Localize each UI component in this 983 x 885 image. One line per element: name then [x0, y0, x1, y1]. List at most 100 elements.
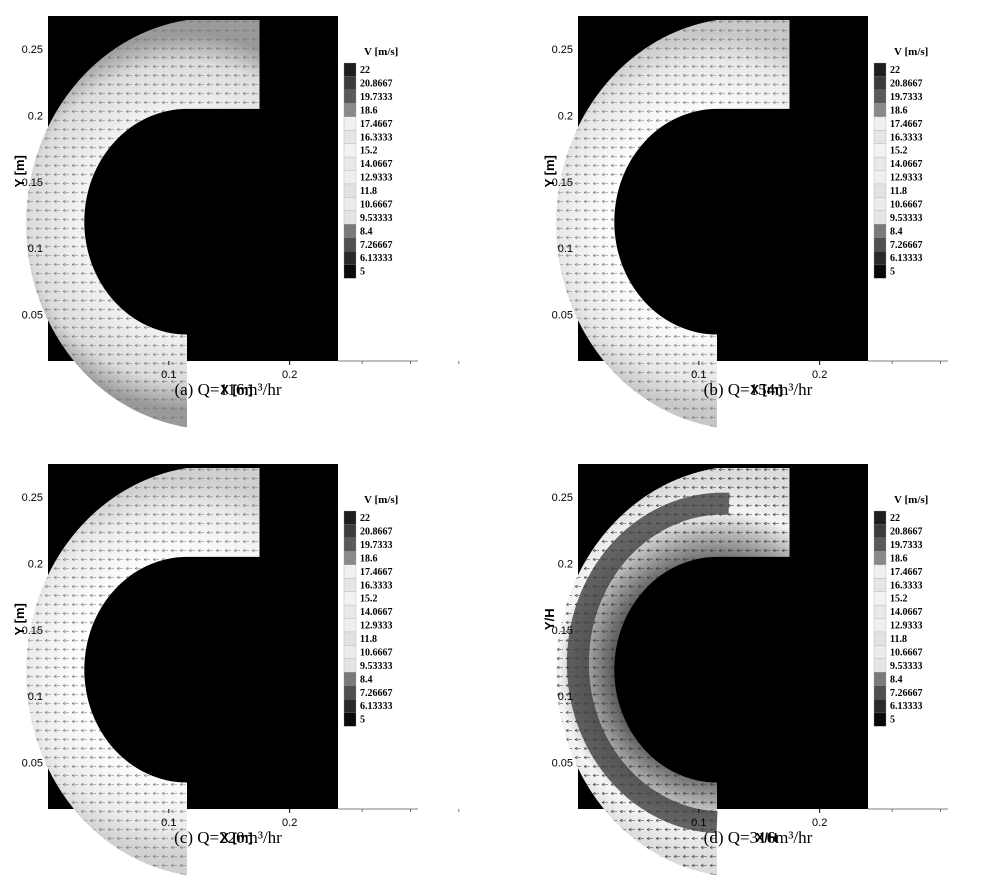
caption-b: (b) Q=154m³/hr	[703, 380, 813, 399]
colorbar-swatch	[873, 156, 887, 171]
colorbar-level-label: 5	[890, 715, 895, 726]
colorbar-title: V [m/s]	[894, 494, 928, 506]
colorbar-swatch	[343, 564, 357, 579]
colorbar-level-label: 14.0667	[360, 607, 393, 618]
y-tick-label: 0.1	[28, 243, 43, 255]
colorbar-level-label: 14.0667	[890, 607, 923, 618]
colorbar-level-label: 9.53333	[890, 661, 923, 672]
colorbar-swatch	[873, 197, 887, 212]
colorbar-level-label: 6.13333	[890, 701, 923, 712]
colorbar-level-label: 17.4667	[360, 567, 393, 578]
colorbar-level-label: 11.8	[360, 186, 377, 197]
colorbar-level-label: 12.9333	[360, 173, 393, 184]
colorbar-swatch	[873, 604, 887, 619]
colorbar-level-label: 22	[360, 65, 370, 76]
y-tick-label: 0.25	[552, 492, 573, 504]
colorbar-level-label: 16.3333	[890, 580, 923, 591]
colorbar-level-label: 11.8	[890, 634, 907, 645]
colorbar-swatch	[873, 224, 887, 239]
colorbar-level-label: 20.8667	[890, 527, 923, 538]
caption-c: (c) Q=220m³/hr	[174, 828, 282, 847]
y-tick-label: 0.15	[22, 625, 43, 637]
colorbar-level-label: 12.9333	[890, 173, 923, 184]
colorbar-swatch	[873, 103, 887, 118]
colorbar-title: V [m/s]	[894, 46, 928, 58]
y-tick-label: 0.1	[558, 691, 573, 703]
x-tick-label: 0.2	[282, 369, 297, 381]
panel-a-plot: 0.1 0.2 0.05 0.1 0.15 0.2 0.25 X [m] Y [m] V [m/s…	[12, 16, 460, 428]
panel-b-plot: 0.1 0.2 0.05 0.1 0.15 0.2 0.25 X [m] Y [m] V [m/s…	[542, 16, 948, 428]
colorbar-level-label: 7.26667	[890, 688, 923, 699]
colorbar-level-label: 16.3333	[360, 132, 393, 143]
y-axis-title: Y/H	[542, 608, 557, 630]
colorbar-level-label: 20.8667	[360, 527, 393, 538]
colorbar-swatch	[343, 237, 357, 252]
y-tick-label: 0.15	[552, 177, 573, 189]
colorbar-swatch	[343, 510, 357, 525]
colorbar-swatch	[343, 698, 357, 714]
colorbar-swatch	[343, 130, 357, 145]
x-tick-label: 0.2	[812, 817, 827, 829]
colorbar-level-label: 18.6	[890, 553, 908, 564]
colorbar-level-label: 15.2	[360, 146, 378, 157]
y-tick-label: 0.2	[28, 559, 43, 571]
low-velocity-region	[566, 492, 730, 834]
y-tick-label: 0.1	[28, 691, 43, 703]
colorbar-swatch	[343, 631, 357, 646]
colorbar-swatch	[343, 537, 357, 552]
colorbar-title: V [m/s]	[364, 494, 398, 506]
colorbar-swatch	[343, 156, 357, 171]
velocity-vectors	[26, 468, 260, 876]
x-tick-label: 0.2	[812, 369, 827, 381]
colorbar-swatch	[343, 645, 357, 660]
colorbar-swatch	[873, 130, 887, 145]
y-tick-label: 0.15	[22, 177, 43, 189]
colorbar-level-label: 7.26667	[890, 240, 923, 251]
colorbar-swatch	[343, 264, 357, 279]
colorbar-swatch	[873, 631, 887, 646]
colorbar-level-label: 12.9333	[890, 621, 923, 632]
colorbar-level-label: 20.8667	[890, 79, 923, 90]
colorbar-swatch	[873, 510, 887, 525]
y-tick-label: 0.05	[552, 758, 573, 770]
colorbar-swatch	[343, 183, 357, 198]
colorbar-level-label: 5	[360, 267, 365, 278]
colorbar-swatch	[343, 143, 357, 158]
colorbar-level-label: 8.4	[360, 674, 373, 685]
colorbar-level-label: 12.9333	[360, 621, 393, 632]
panel-d-plot: 0.1 0.2 0.05 0.1 0.15 0.2 0.25 X/H Y/H V [m/s] 22 2…	[542, 464, 948, 876]
colorbar-level-label: 5	[360, 715, 365, 726]
x-tick-label: 0.1	[691, 817, 706, 829]
colorbar-swatch	[873, 170, 887, 185]
y-tick-label: 0.2	[28, 111, 43, 123]
x-tick-label: 0.2	[282, 817, 297, 829]
velocity-vectors	[556, 20, 790, 428]
colorbar-level-label: 16.3333	[890, 132, 923, 143]
colorbar-level-label: 14.0667	[360, 159, 393, 170]
colorbar-swatch	[343, 76, 357, 91]
y-tick-label: 0.25	[22, 44, 43, 56]
colorbar-swatch	[873, 578, 887, 593]
colorbar-level-label: 17.4667	[890, 567, 923, 578]
caption-d: (d) Q=316m³/hr	[703, 828, 813, 847]
colorbar-swatch	[873, 62, 887, 77]
y-axis-title: Y [m]	[542, 155, 557, 187]
colorbar-title: V [m/s]	[364, 46, 398, 58]
colorbar-swatch	[343, 89, 357, 104]
colorbar-swatch	[873, 645, 887, 660]
colorbar-level-label: 11.8	[360, 634, 377, 645]
colorbar-swatch	[873, 698, 887, 714]
panel-c: 0.1 0.2 0.05 0.1 0.15 0.2 0.25 X [m] Y [m] V [m/s…	[8, 456, 460, 876]
colorbar-swatch	[343, 116, 357, 131]
colorbar-swatch	[873, 183, 887, 198]
y-tick-label: 0.05	[22, 758, 43, 770]
colorbar-swatch	[343, 250, 357, 266]
y-tick-label: 0.05	[22, 310, 43, 322]
colorbar-level-label: 17.4667	[890, 119, 923, 130]
colorbar-swatch	[343, 170, 357, 185]
colorbar-swatch	[343, 672, 357, 687]
colorbar-swatch	[873, 143, 887, 158]
colorbar-swatch	[343, 578, 357, 593]
colorbar-swatch	[343, 210, 357, 225]
colorbar-level-label: 8.4	[890, 226, 903, 237]
